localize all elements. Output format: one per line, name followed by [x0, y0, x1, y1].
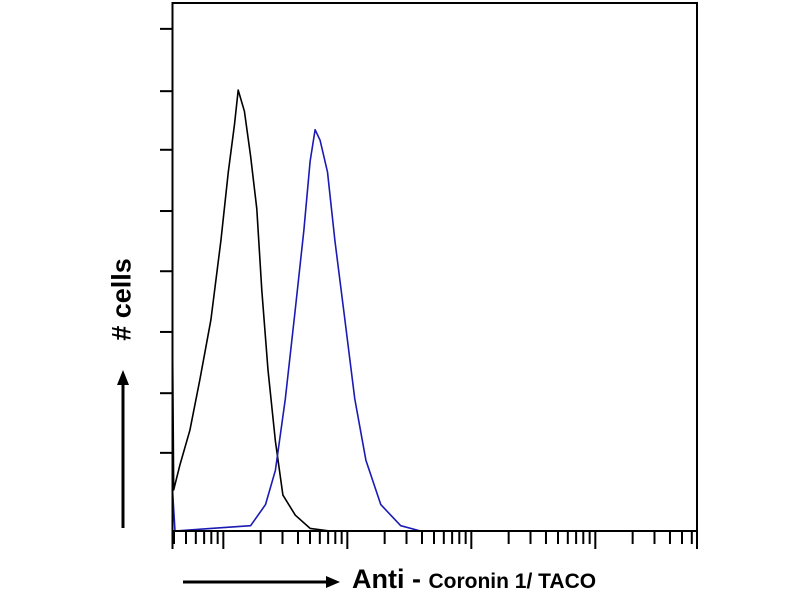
y-axis-label: # cells — [106, 258, 137, 341]
x-arrow — [183, 576, 340, 588]
antibody-histogram-line — [171, 128, 421, 532]
x-axis-label: Anti - Coronin 1/ TACO — [352, 564, 596, 595]
x-axis-label-dash: - — [404, 564, 429, 594]
y-arrow — [117, 370, 129, 528]
x-axis-label-main: Anti — [352, 564, 405, 594]
plot-frame — [171, 2, 698, 532]
control-histogram-line — [171, 89, 331, 532]
x-axis-label-rest: Coronin 1/ TACO — [428, 570, 597, 593]
